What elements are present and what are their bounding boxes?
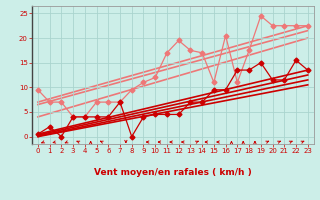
X-axis label: Vent moyen/en rafales ( km/h ): Vent moyen/en rafales ( km/h ) — [94, 168, 252, 177]
